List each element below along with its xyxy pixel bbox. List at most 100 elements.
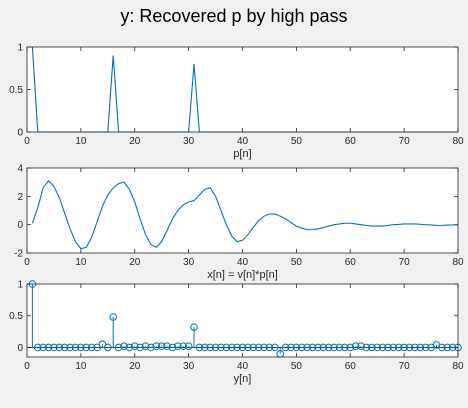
stem-marker [50,343,58,352]
x-tick-label: 10 [75,361,87,372]
x-tick-label: 20 [129,257,141,268]
stem-marker [378,343,387,352]
stem-marker [351,342,360,351]
plot-area [27,284,458,357]
y-tick-label: 1 [17,43,23,54]
stem-marker [281,343,290,352]
x-tick-label: 20 [129,136,141,147]
y-tick-label: 0 [17,220,23,231]
stem-marker [60,343,69,352]
stem-marker [341,343,349,352]
x-tick-label: 10 [75,136,87,147]
stem-marker [265,343,274,352]
stem-marker [141,342,150,351]
stem-marker [87,343,96,352]
x-tick-label: 80 [452,136,464,147]
x-axis-label: p[n] [233,148,251,160]
x-tick-label: 70 [399,136,411,147]
stem-marker [260,343,268,352]
x-axis-label: x[n] = v[n]*p[n] [207,269,278,281]
stem-marker [244,343,252,352]
stem-marker [438,343,446,352]
stem-marker [394,343,403,352]
plot-area [27,168,458,253]
stem-marker [200,343,209,352]
stem-marker [308,343,317,352]
subplot-1: 0 10 20 30 40 50 60 70 80 0 0.5 1 p[n] [9,43,464,161]
x-tick-label: 50 [291,257,303,268]
x-tick-label: 0 [24,136,30,147]
stem-marker [163,342,171,351]
stem-marker [368,343,376,352]
x-tick-label: 50 [291,361,303,372]
x-tick-label: 30 [183,257,195,268]
stem-marker [233,343,241,352]
stem-marker [55,343,64,352]
stem-marker [249,343,258,352]
stem-marker [190,323,198,331]
stem-marker [389,343,398,352]
x-tick-label: 10 [75,257,87,268]
x-tick-label: 70 [399,361,411,372]
y-tick-label: 0.5 [9,311,23,322]
stem-marker [222,343,231,352]
stem-marker [335,343,344,352]
y-tick-label: 0 [17,128,23,139]
x-tick-label: 40 [237,136,249,147]
stem-marker [211,343,220,352]
x-tick-label: 0 [24,257,30,268]
stem-marker [152,342,161,351]
stem-marker [147,343,155,352]
stem-marker [405,343,414,352]
stem-marker [292,343,301,352]
x-tick-label: 30 [183,361,195,372]
axes-frame [26,46,459,133]
x-tick-label: 70 [399,257,411,268]
stem-marker [33,343,42,352]
stem-marker [373,343,381,352]
stem-marker [254,343,263,352]
stem-marker [346,343,355,352]
stem-marker [362,343,371,352]
stem-marker [314,343,322,352]
x-axis-label: y[n] [234,373,252,385]
y-tick-label: 0.5 [9,85,23,96]
y-tick-label: 0 [17,343,23,354]
x-tick-label: 20 [129,361,141,372]
stem-marker [206,343,214,352]
stem-marker [130,342,139,351]
x-tick-label: 80 [452,361,464,372]
stem-marker [195,343,204,352]
stem-marker [82,343,91,352]
stem-marker [324,343,333,352]
x-tick-label: 50 [291,136,303,147]
stem-marker [448,343,457,352]
stem-marker [120,342,128,351]
stem-marker [303,343,311,352]
stem-marker [400,343,408,352]
stem-marker [184,342,193,351]
stem-marker [384,343,392,352]
axes-frame [26,167,459,254]
stem-marker [179,342,188,351]
axes-frame [26,283,459,358]
stem-marker [271,343,279,352]
stem-marker [136,343,144,352]
y-tick-label: 4 [17,164,23,175]
stem-marker [39,343,47,352]
stem-marker [217,343,225,352]
x-tick-label: 60 [345,361,357,372]
figure-title: y: Recovered p by high pass [120,6,348,26]
x-tick-label: 60 [345,257,357,268]
y-tick-label: 1 [17,280,23,291]
stem-marker [66,343,74,352]
stem-marker [357,342,365,351]
x-tick-label: 0 [24,361,30,372]
stem-marker [44,343,53,352]
stem-marker [297,343,306,352]
stem-marker [443,343,452,352]
stem-marker [77,343,85,352]
